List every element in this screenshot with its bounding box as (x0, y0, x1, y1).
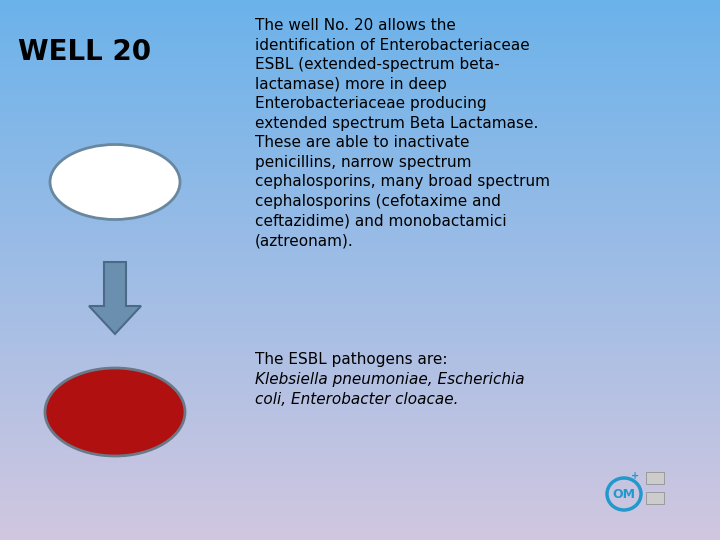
Text: WELL 20: WELL 20 (18, 38, 151, 66)
Text: The ESBL pathogens are:: The ESBL pathogens are: (255, 352, 448, 367)
Text: Klebsiella pneumoniae, Escherichia
coli, Enterobacter cloacae.: Klebsiella pneumoniae, Escherichia coli,… (255, 372, 525, 407)
Text: OM: OM (613, 488, 636, 501)
Bar (646, 472, 664, 484)
Text: The well No. 20 allows the
identification of Enterobacteriaceae
ESBL (extended-s: The well No. 20 allows the identificatio… (255, 18, 550, 248)
Text: +: + (631, 471, 639, 481)
Ellipse shape (50, 145, 180, 219)
Bar (646, 492, 664, 504)
Ellipse shape (45, 368, 185, 456)
FancyArrow shape (89, 262, 141, 334)
